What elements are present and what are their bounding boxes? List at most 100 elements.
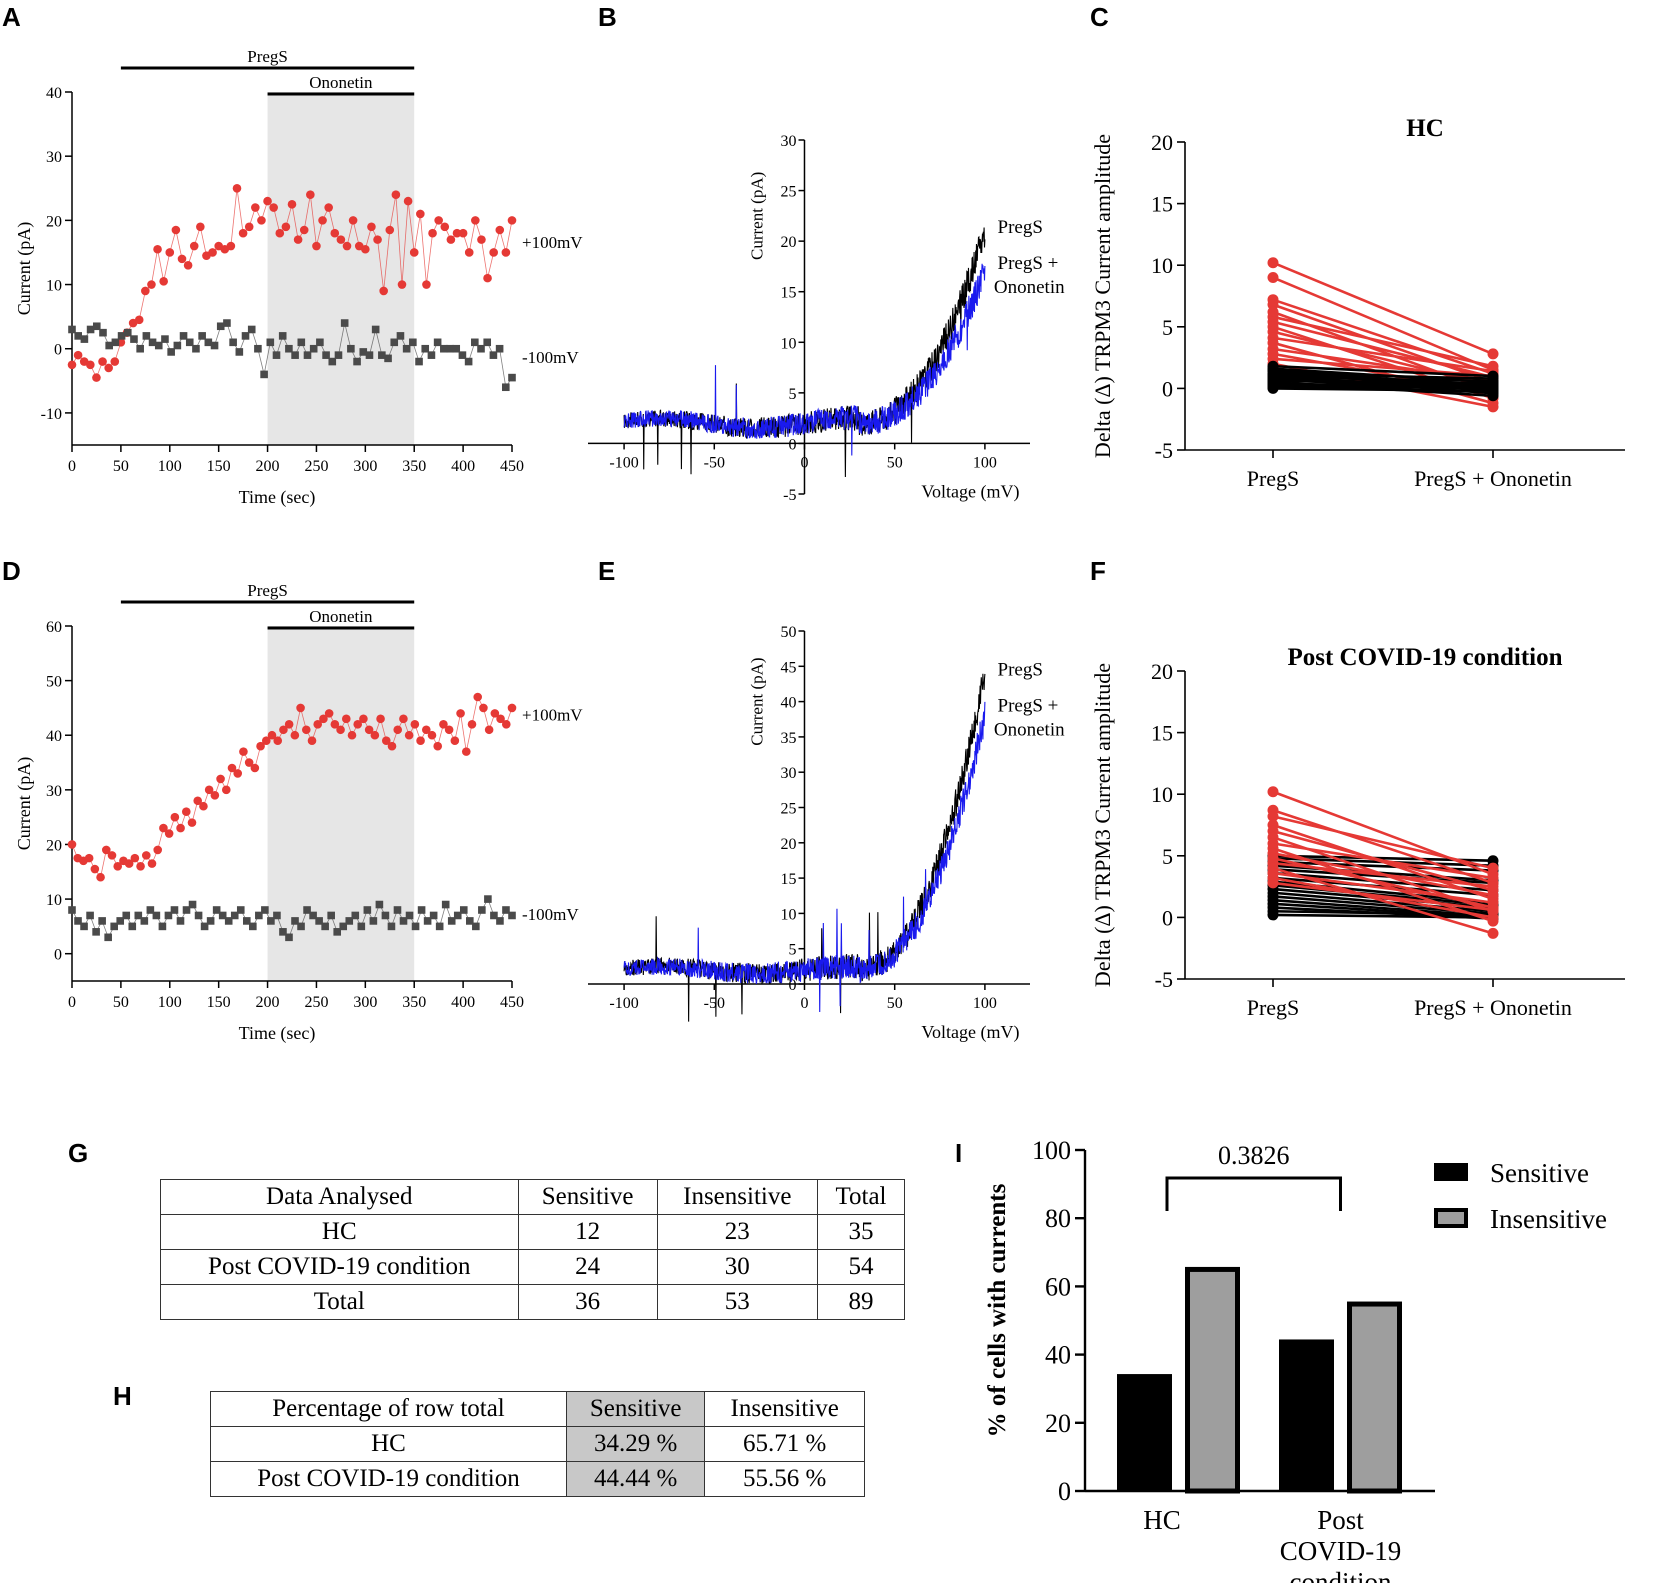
table-cell: 53 (656, 1284, 818, 1320)
data-point (381, 911, 390, 920)
x-tick-label: 100 (973, 995, 997, 1012)
data-point (80, 335, 89, 343)
data-point (340, 319, 349, 327)
y-tick-label: 25 (780, 801, 796, 818)
data-point (221, 785, 231, 795)
data-point (359, 348, 368, 356)
y-tick-label: 20 (1151, 659, 1173, 684)
data-point (185, 338, 194, 347)
data-point (189, 241, 199, 251)
x-tick-label: PregS + Ononetin (1414, 466, 1572, 491)
data-point (1267, 909, 1279, 921)
data-point (90, 864, 100, 874)
data-point (86, 911, 94, 920)
data-point (319, 714, 328, 724)
y-tick-label: 15 (1151, 192, 1173, 217)
y-axis-label: Current (pA) (14, 757, 35, 850)
data-point (347, 344, 355, 353)
data-point (147, 859, 157, 868)
data-point (173, 341, 182, 350)
table-cell: Post COVID-19 condition (160, 1249, 519, 1285)
y-tick-label: 30 (46, 149, 62, 166)
data-point (490, 709, 500, 718)
y-tick-label: 15 (1151, 721, 1173, 746)
treatment-bar-label: Ononetin (309, 607, 373, 626)
data-point (347, 730, 357, 740)
data-point (508, 373, 516, 382)
data-point (229, 338, 237, 347)
data-point (399, 917, 408, 925)
table-header-cell: Insensitive (704, 1391, 865, 1427)
y-tick-label: 15 (780, 285, 796, 302)
data-point (473, 692, 483, 702)
data-point (154, 341, 163, 350)
data-point (86, 360, 95, 370)
data-point (363, 906, 372, 914)
data-point (111, 338, 120, 347)
data-point (260, 370, 268, 379)
data-point (427, 730, 437, 740)
data-point (472, 922, 480, 931)
data-point (98, 917, 106, 925)
data-point (428, 228, 437, 238)
data-point (123, 328, 132, 337)
data-point (1267, 786, 1279, 798)
data-point (316, 338, 324, 347)
data-point (182, 906, 191, 914)
data-point (210, 791, 220, 800)
x-tick-label: PregS (1247, 466, 1300, 491)
data-point (128, 922, 137, 931)
panel-label-f: F (1090, 556, 1106, 586)
data-point (187, 818, 197, 827)
data-point (328, 357, 337, 366)
data-point (147, 280, 156, 289)
chart-c: -5 0 5 10 15 20 PregS PregS + Ononetin HC Delta (… (1090, 115, 1625, 491)
panel-label-a: A (2, 2, 21, 32)
data-point (483, 273, 492, 283)
data-point (179, 332, 188, 340)
data-point (502, 906, 510, 914)
table-cell: 23 (656, 1214, 818, 1250)
data-point (306, 190, 315, 199)
data-point (309, 911, 317, 920)
data-point (267, 730, 277, 740)
x-axis-label: Voltage (mV) (921, 481, 1019, 502)
series-label: -100mV (522, 905, 579, 924)
table-header-cell: Percentage of row total (210, 1391, 567, 1427)
data-point (471, 338, 479, 347)
data-point (273, 911, 281, 920)
data-point (330, 720, 340, 729)
y-tick-label: 10 (46, 278, 62, 295)
data-point (68, 906, 76, 914)
data-point (216, 774, 225, 784)
x-tick-label: -50 (704, 995, 725, 1012)
pair-line (1272, 298, 1494, 375)
data-point (378, 351, 386, 359)
y-tick-label: -5 (1155, 438, 1173, 463)
data-point (353, 720, 363, 729)
data-point (489, 351, 498, 359)
data-point (313, 720, 323, 729)
data-point (1267, 877, 1279, 889)
data-point (148, 338, 157, 347)
data-point (261, 906, 269, 914)
data-point (393, 906, 402, 914)
y-tick-label: 40 (780, 695, 796, 712)
x-tick-label: 250 (304, 994, 328, 1011)
x-tick-label: 350 (402, 458, 426, 475)
x-category-label: HC (1143, 1505, 1181, 1535)
data-point (339, 922, 348, 931)
data-point (434, 216, 443, 225)
data-point (496, 917, 504, 925)
x-tick-label: 300 (353, 994, 377, 1011)
legend-swatch-insensitive (1434, 1208, 1468, 1228)
table-header-cell: Sensitive (565, 1391, 706, 1427)
x-tick-label: PregS (1247, 995, 1300, 1020)
pair-line (1272, 815, 1494, 870)
data-point (399, 714, 408, 724)
data-point (1487, 881, 1499, 893)
data-point (227, 763, 237, 773)
data-point (364, 725, 374, 735)
data-point (134, 315, 144, 325)
x-category-label: Post (1317, 1505, 1364, 1535)
